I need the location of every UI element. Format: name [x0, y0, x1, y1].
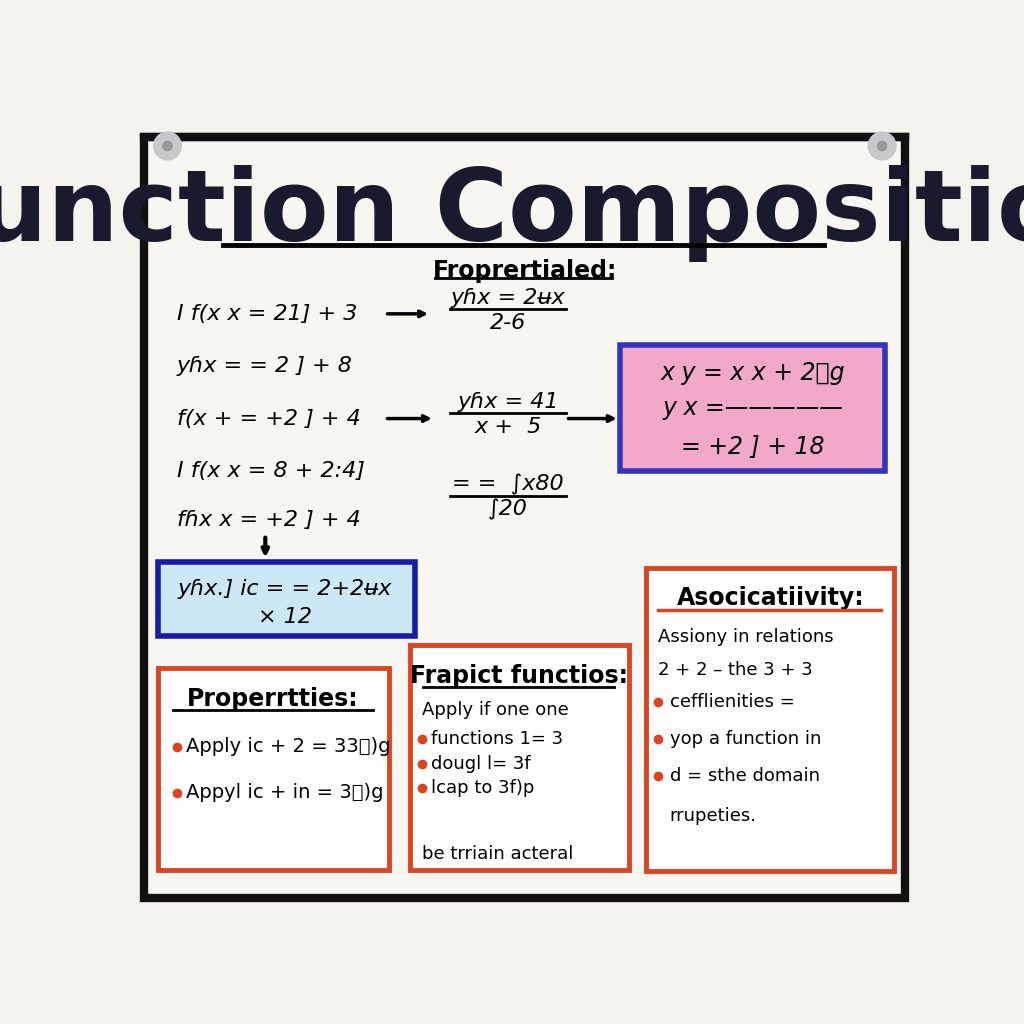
Text: = =  ∫x80: = = ∫x80: [452, 474, 563, 496]
Text: I f(x x = 21] + 3: I f(x x = 21] + 3: [177, 304, 357, 324]
Circle shape: [868, 132, 896, 160]
Text: 2-6: 2-6: [489, 313, 526, 333]
Text: be trriain acteral: be trriain acteral: [422, 846, 573, 863]
FancyBboxPatch shape: [159, 668, 388, 869]
Text: yop a function in: yop a function in: [670, 730, 821, 748]
FancyBboxPatch shape: [159, 562, 416, 636]
Text: Apply if one one: Apply if one one: [422, 700, 568, 719]
FancyBboxPatch shape: [410, 645, 629, 869]
Text: ∫20: ∫20: [487, 499, 527, 520]
FancyBboxPatch shape: [144, 137, 905, 897]
Text: yɦx.] ic = = 2+2ʉx: yɦx.] ic = = 2+2ʉx: [177, 579, 392, 599]
Text: lcap to 3f)p: lcap to 3f)p: [431, 779, 535, 797]
Text: Frapict functios:: Frapict functios:: [411, 664, 629, 688]
Text: f(x + = +2 ] + 4: f(x + = +2 ] + 4: [177, 409, 360, 429]
Text: yɦx = 2ʉx: yɦx = 2ʉx: [451, 289, 565, 308]
Text: yɦx = 41: yɦx = 41: [457, 392, 559, 413]
Text: y x =—————: y x =—————: [663, 396, 843, 420]
Text: × 12: × 12: [258, 607, 311, 628]
Text: rrupeties.: rrupeties.: [670, 807, 757, 825]
Circle shape: [163, 141, 172, 151]
Text: Assiony in relations: Assiony in relations: [658, 629, 834, 646]
Text: = +2 ] + 18: = +2 ] + 18: [681, 434, 824, 459]
FancyBboxPatch shape: [621, 345, 885, 471]
Text: Apply ic + 2 = 33༩)g: Apply ic + 2 = 33༩)g: [186, 737, 390, 756]
Text: x y = x x + 2༩g: x y = x x + 2༩g: [660, 361, 845, 385]
Text: Asocicatiivity:: Asocicatiivity:: [677, 586, 864, 610]
Text: cefflienities =: cefflienities =: [670, 693, 795, 711]
Text: yɦx = = 2 ] + 8: yɦx = = 2 ] + 8: [177, 356, 352, 376]
Text: Function Composition: Function Composition: [0, 165, 1024, 262]
Circle shape: [154, 132, 181, 160]
Text: functions 1= 3: functions 1= 3: [431, 730, 563, 748]
FancyBboxPatch shape: [646, 568, 894, 871]
Text: Froprertialed:: Froprertialed:: [432, 259, 617, 283]
Circle shape: [878, 141, 887, 151]
Text: I f(x x = 8 + 2:4]: I f(x x = 8 + 2:4]: [177, 461, 365, 481]
Text: fɦx x = +2 ] + 4: fɦx x = +2 ] + 4: [177, 510, 360, 530]
Text: Appyl ic + in = 3༩)g: Appyl ic + in = 3༩)g: [186, 783, 384, 802]
Text: dougl l= 3f: dougl l= 3f: [431, 755, 530, 772]
Text: Properrtties:: Properrtties:: [187, 687, 358, 711]
Text: 2 + 2 – the 3 + 3: 2 + 2 – the 3 + 3: [658, 660, 813, 679]
Text: d = sthe domain: d = sthe domain: [670, 767, 819, 784]
Text: x +  5: x + 5: [474, 417, 542, 437]
